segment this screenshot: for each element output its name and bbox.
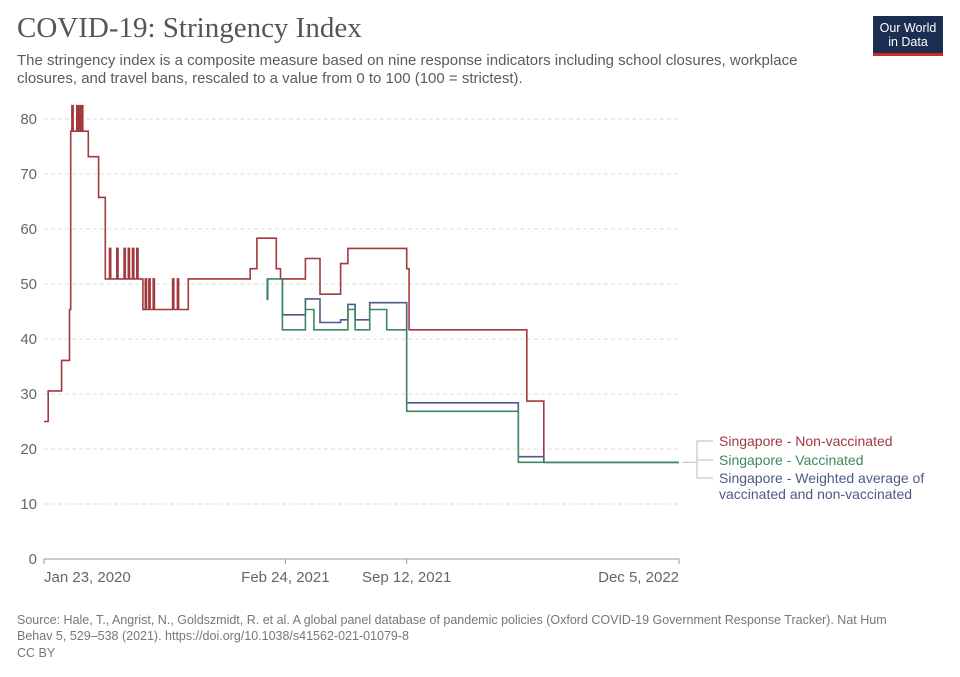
logo-line-1: Our World xyxy=(879,21,937,35)
y-tick-label: 30 xyxy=(20,386,37,403)
grid-lines xyxy=(44,118,679,505)
x-tick-label: Dec 5, 2022 xyxy=(598,569,679,586)
chart-title: COVID-19: Stringency Index xyxy=(17,12,362,44)
y-tick-label: 40 xyxy=(20,331,37,348)
y-tick-label: 80 xyxy=(20,111,37,128)
legend-label: Singapore - Vaccinated xyxy=(719,452,864,468)
x-tick-label: Jan 23, 2020 xyxy=(44,569,131,586)
legend: Singapore - Non-vaccinated Singapore - Va… xyxy=(682,433,924,502)
y-tick-label: 50 xyxy=(20,276,37,293)
legend-connector-2 xyxy=(696,459,713,463)
logo-line-2: in Data xyxy=(888,35,928,49)
series-lines xyxy=(44,104,679,464)
series-line-singapore-vaccinated xyxy=(266,278,679,464)
y-tick-label: 20 xyxy=(20,441,37,458)
y-tick-label: 60 xyxy=(20,221,37,238)
legend-label: Singapore - Weighted average of xyxy=(719,470,924,486)
legend-connector-1 xyxy=(696,440,713,463)
x-tick-label: Feb 24, 2021 xyxy=(241,569,329,586)
y-tick-label: 10 xyxy=(20,496,37,513)
axes: 0 10 20 30 40 50 60 70 80 Jan 23, 2020 Feb 24, 202… xyxy=(20,111,680,586)
license-note: CC BY xyxy=(17,646,56,660)
chart-subtitle: The stringency index is a composite meas… xyxy=(17,52,798,87)
y-tick-label: 70 xyxy=(20,166,37,183)
legend-connector-3 xyxy=(696,462,713,479)
series-line-singapore-non-vaccinated xyxy=(44,104,679,464)
legend-label: Singapore - Non-vaccinated xyxy=(719,433,893,449)
x-tick-label: Sep 12, 2021 xyxy=(362,569,451,586)
y-tick-label: 0 xyxy=(29,551,37,568)
owid-logo[interactable]: Our World in Data xyxy=(873,16,943,56)
legend-label-line-2: vaccinated and non-vaccinated xyxy=(719,486,912,502)
source-note: Source: Hale, T., Angrist, N., Goldszmid… xyxy=(17,613,887,643)
series-line-singapore-weighted-average-of-vaccinated-and-non-vaccinated xyxy=(280,278,679,464)
